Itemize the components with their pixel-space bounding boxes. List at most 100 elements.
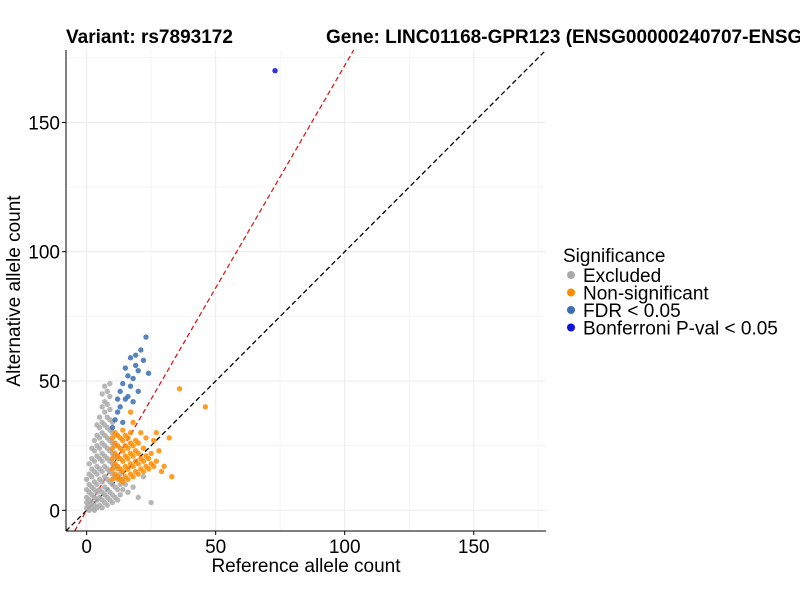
x-tick-label: 0 <box>81 537 92 558</box>
point-non-significant <box>125 435 131 441</box>
point-excluded <box>96 424 103 431</box>
point-non-significant <box>135 440 141 446</box>
point-non-significant <box>127 409 134 415</box>
x-tick-label: 150 <box>458 537 490 558</box>
point-excluded <box>99 391 105 397</box>
point-non-significant <box>130 453 136 459</box>
point-fdr-0-05 <box>145 370 152 376</box>
point-excluded <box>86 461 92 467</box>
point-non-significant <box>158 468 165 475</box>
point-non-significant <box>120 427 126 433</box>
axes: 0 50 100 150 0 50 100 150 <box>28 50 546 558</box>
point-non-significant <box>135 461 141 467</box>
point-non-significant <box>151 437 157 444</box>
point-non-significant <box>127 430 134 436</box>
legend: Significance ExcludedNon-significantFDR … <box>563 246 778 340</box>
point-excluded <box>94 471 100 477</box>
point-non-significant <box>120 448 126 454</box>
point-excluded <box>120 486 126 493</box>
point-non-significant <box>125 476 131 482</box>
point-excluded <box>99 468 105 475</box>
point-excluded <box>140 473 147 480</box>
point-non-significant <box>140 468 147 475</box>
point-excluded <box>107 406 113 413</box>
point-non-significant <box>130 463 136 470</box>
chart-title-variant: Variant: rs7893172 <box>66 27 233 48</box>
legend-key-1 <box>567 288 575 297</box>
point-non-significant <box>120 437 126 444</box>
point-non-significant <box>109 466 116 472</box>
point-fdr-0-05 <box>138 347 144 353</box>
point-excluded <box>99 458 105 464</box>
point-fdr-0-05 <box>114 409 121 415</box>
point-non-significant <box>153 458 160 464</box>
point-non-significant <box>145 455 152 462</box>
point-excluded <box>104 401 110 407</box>
point-non-significant <box>176 386 183 392</box>
legend-title: Significance <box>563 246 665 267</box>
legend-key-0 <box>567 271 575 279</box>
point-fdr-0-05 <box>130 375 136 382</box>
point-fdr-0-05 <box>132 362 139 369</box>
point-fdr-0-05 <box>120 419 126 426</box>
point-excluded <box>114 486 121 493</box>
legend-label-2: FDR < 0.05 <box>583 301 681 322</box>
point-fdr-0-05 <box>127 355 134 361</box>
point-bonferroni-p-val-0-05 <box>272 67 278 74</box>
point-fdr-0-05 <box>135 367 141 374</box>
x-tick-label: 50 <box>205 537 226 558</box>
point-excluded <box>99 404 105 410</box>
point-fdr-0-05 <box>114 396 121 402</box>
y-axis-title: Alternative allele count <box>4 195 25 387</box>
point-non-significant <box>161 463 167 470</box>
y-tick-label: 150 <box>28 113 60 134</box>
grid <box>66 50 546 531</box>
point-excluded <box>96 445 103 451</box>
point-non-significant <box>125 466 131 472</box>
y-tick-label: 100 <box>28 243 60 264</box>
point-non-significant <box>109 445 116 451</box>
point-excluded <box>96 435 103 441</box>
x-axis-title: Reference allele count <box>211 556 401 577</box>
point-non-significant <box>202 404 209 410</box>
y-tick-label: 0 <box>49 501 60 522</box>
point-excluded <box>107 380 113 387</box>
chart-title-gene: Gene: LINC01168-GPR123 (ENSG00000240707-… <box>326 27 800 48</box>
point-fdr-0-05 <box>130 398 136 405</box>
point-non-significant <box>169 473 175 480</box>
point-excluded <box>89 473 95 480</box>
point-non-significant <box>166 435 172 441</box>
point-non-significant <box>145 466 152 472</box>
point-non-significant <box>153 430 160 436</box>
point-non-significant <box>138 430 144 436</box>
point-excluded <box>107 393 113 400</box>
reference-line-identity <box>65 49 547 532</box>
point-fdr-0-05 <box>112 417 118 423</box>
x-tick-label: 100 <box>329 537 361 558</box>
data-points <box>83 67 278 514</box>
point-non-significant <box>148 450 154 457</box>
point-non-significant <box>130 473 136 480</box>
point-non-significant <box>125 455 131 462</box>
point-fdr-0-05 <box>117 404 123 410</box>
point-non-significant <box>120 458 126 464</box>
point-excluded <box>102 383 108 389</box>
point-fdr-0-05 <box>140 357 147 364</box>
point-excluded <box>99 505 105 511</box>
point-non-significant <box>140 445 147 451</box>
point-fdr-0-05 <box>135 388 141 395</box>
y-tick-label: 50 <box>39 372 60 393</box>
legend-label-3: Bonferroni P-val < 0.05 <box>583 319 778 340</box>
point-excluded <box>91 437 98 444</box>
point-excluded <box>109 499 116 506</box>
point-fdr-0-05 <box>122 365 129 371</box>
point-fdr-0-05 <box>143 334 149 340</box>
point-non-significant <box>109 435 116 441</box>
legend-key-3 <box>567 323 575 332</box>
point-fdr-0-05 <box>127 383 134 389</box>
point-excluded <box>135 494 141 501</box>
point-non-significant <box>130 442 136 449</box>
point-excluded <box>102 409 108 415</box>
point-non-significant <box>143 435 149 441</box>
